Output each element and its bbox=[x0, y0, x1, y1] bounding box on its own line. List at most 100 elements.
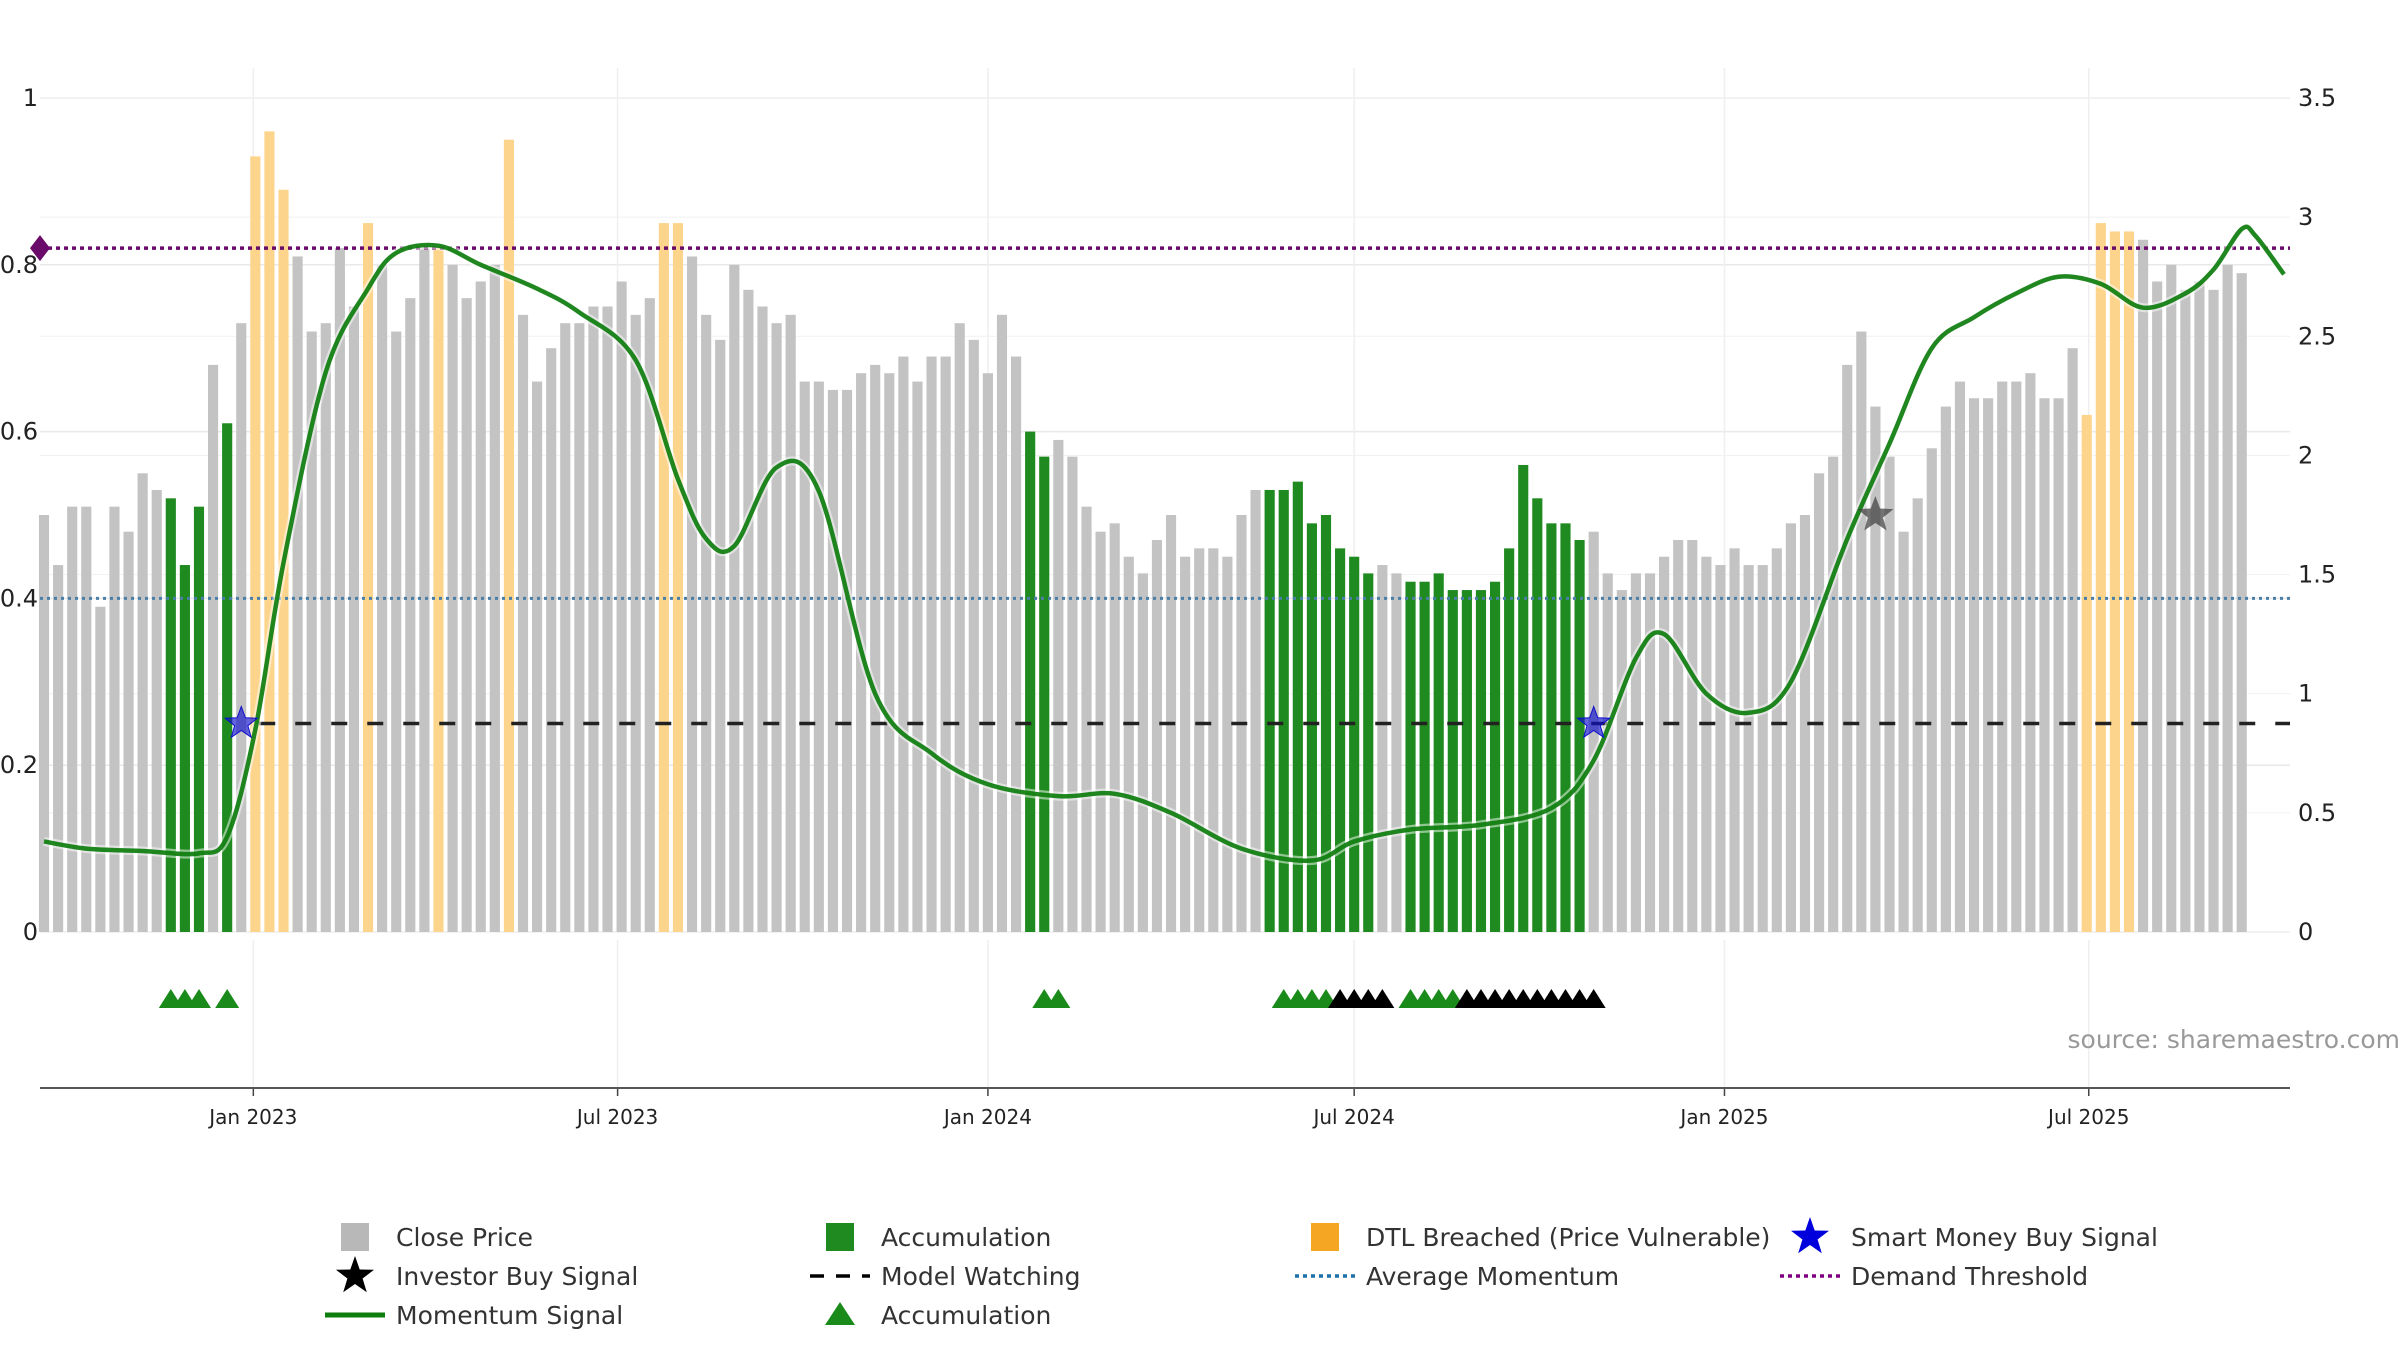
bar-close bbox=[1941, 407, 1951, 932]
bar-close bbox=[574, 323, 584, 932]
bar-dtl bbox=[2110, 231, 2120, 932]
bar-close bbox=[2194, 281, 2204, 932]
bar-close bbox=[983, 373, 993, 932]
legend-label: Smart Money Buy Signal bbox=[1851, 1223, 2158, 1252]
bar-close bbox=[293, 256, 303, 932]
right-tick-label: 2.5 bbox=[2298, 322, 2336, 350]
bar-dtl bbox=[2082, 415, 2092, 932]
legend-item: Accumulation bbox=[826, 1223, 1051, 1252]
bar-close bbox=[2053, 398, 2063, 932]
bar-accumulation bbox=[180, 565, 190, 932]
bar-accumulation bbox=[1575, 540, 1585, 932]
x-tick-label: Jan 2023 bbox=[207, 1105, 297, 1129]
bar-close bbox=[814, 382, 824, 932]
left-tick-label: 0.4 bbox=[0, 584, 38, 612]
bar-close bbox=[772, 323, 782, 932]
bar-close bbox=[462, 298, 472, 932]
legend-label: Investor Buy Signal bbox=[396, 1262, 638, 1291]
bar-accumulation bbox=[1504, 548, 1514, 932]
bar-close bbox=[1786, 523, 1796, 932]
bar-close bbox=[588, 307, 598, 933]
bar-accumulation bbox=[1039, 457, 1049, 932]
bar-dtl bbox=[673, 223, 683, 932]
bar-close bbox=[81, 507, 91, 932]
bar-close bbox=[2068, 348, 2078, 932]
bar-accumulation bbox=[1307, 523, 1317, 932]
bar-close bbox=[1053, 440, 1063, 932]
bar-close bbox=[2166, 265, 2176, 932]
legend-item: Demand Threshold bbox=[1780, 1262, 2088, 1291]
bar-close bbox=[2011, 382, 2021, 932]
bar-close bbox=[1701, 557, 1711, 932]
bars-layer bbox=[39, 131, 2247, 932]
bar-dtl bbox=[363, 223, 373, 932]
bar-close bbox=[67, 507, 77, 932]
bar-close bbox=[1250, 490, 1260, 932]
bar-close bbox=[321, 323, 331, 932]
bar-close bbox=[1828, 457, 1838, 932]
bar-accumulation bbox=[1265, 490, 1275, 932]
bar-close bbox=[391, 332, 401, 932]
bar-accumulation bbox=[1420, 582, 1430, 932]
bar-accumulation bbox=[1490, 582, 1500, 932]
bar-close bbox=[842, 390, 852, 932]
bar-close bbox=[828, 390, 838, 932]
bar-close bbox=[1110, 523, 1120, 932]
x-tick-label: Jan 2024 bbox=[942, 1105, 1032, 1129]
bar-dtl bbox=[2124, 231, 2134, 932]
bar-close bbox=[955, 323, 965, 932]
left-tick-label: 0 bbox=[23, 918, 38, 946]
legend-star-icon bbox=[1791, 1217, 1829, 1253]
bar-close bbox=[349, 307, 359, 933]
bar-close bbox=[1983, 398, 1993, 932]
bar-close bbox=[2208, 290, 2218, 932]
bar-close bbox=[602, 307, 612, 933]
legend-label: Model Watching bbox=[881, 1262, 1081, 1291]
x-tick-label: Jan 2025 bbox=[1678, 1105, 1768, 1129]
right-tick-label: 1 bbox=[2298, 680, 2313, 708]
bar-close bbox=[1222, 557, 1232, 932]
bar-close bbox=[405, 298, 415, 932]
bar-close bbox=[1955, 382, 1965, 932]
legend-square-swatch bbox=[826, 1223, 854, 1251]
bar-close bbox=[701, 315, 711, 932]
bar-close bbox=[2039, 398, 2049, 932]
bar-close bbox=[631, 315, 641, 932]
legend-label: Accumulation bbox=[881, 1301, 1051, 1330]
legend-label: Average Momentum bbox=[1366, 1262, 1619, 1291]
bar-close bbox=[419, 248, 429, 932]
right-tick-label: 0.5 bbox=[2298, 799, 2336, 827]
legend-label: DTL Breached (Price Vulnerable) bbox=[1366, 1223, 1770, 1252]
bar-close bbox=[1927, 448, 1937, 932]
bar-close bbox=[786, 315, 796, 932]
right-tick-label: 2 bbox=[2298, 441, 2313, 469]
bar-accumulation bbox=[1448, 590, 1458, 932]
legend: Close Price Accumulation DTL Breached (Pri… bbox=[325, 1217, 2158, 1330]
bar-close bbox=[1391, 573, 1401, 932]
bar-close bbox=[1617, 590, 1627, 932]
bar-accumulation bbox=[1462, 590, 1472, 932]
bar-close bbox=[1011, 357, 1021, 932]
legend-item: Investor Buy Signal bbox=[336, 1256, 638, 1292]
bar-close bbox=[236, 323, 246, 932]
bar-accumulation bbox=[222, 423, 232, 932]
x-tick-label: Jul 2023 bbox=[575, 1105, 658, 1129]
bar-accumulation bbox=[1434, 573, 1444, 932]
bar-close bbox=[2152, 281, 2162, 932]
bar-close bbox=[898, 357, 908, 932]
bar-close bbox=[1913, 498, 1923, 932]
bar-accumulation bbox=[1532, 498, 1542, 932]
bar-close bbox=[1842, 365, 1852, 932]
legend-item: Close Price bbox=[341, 1223, 533, 1252]
bar-close bbox=[518, 315, 528, 932]
left-tick-label: 0.6 bbox=[0, 418, 38, 446]
bar-close bbox=[1744, 565, 1754, 932]
bar-accumulation bbox=[1476, 590, 1486, 932]
bar-close bbox=[2180, 290, 2190, 932]
bar-dtl bbox=[264, 131, 274, 932]
bar-dtl bbox=[504, 140, 514, 932]
bar-close bbox=[715, 340, 725, 932]
bar-undefined bbox=[2237, 273, 2247, 932]
legend-item: Average Momentum bbox=[1295, 1262, 1619, 1291]
legend-square-swatch bbox=[1311, 1223, 1339, 1251]
